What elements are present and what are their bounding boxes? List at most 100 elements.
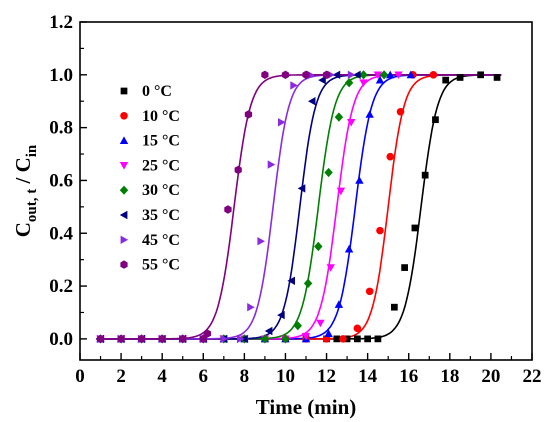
- data-point: [287, 276, 295, 285]
- data-point: [394, 71, 403, 79]
- data-point: [355, 176, 364, 184]
- data-point: [297, 184, 306, 193]
- data-point: [302, 70, 310, 79]
- data-point: [277, 310, 285, 320]
- x-tick-label: 14: [358, 366, 378, 387]
- data-point: [386, 152, 395, 161]
- data-point: [332, 70, 341, 79]
- data-points: [96, 70, 501, 344]
- x-tick-label: 8: [240, 366, 250, 387]
- y-tick-label: 0.2: [49, 276, 73, 297]
- data-point: [267, 160, 276, 169]
- data-point: [347, 119, 356, 127]
- data-point: [411, 224, 419, 232]
- legend-marker: [120, 87, 128, 95]
- legend-label: 25 °C: [142, 157, 180, 174]
- x-tick-label: 12: [317, 366, 336, 387]
- data-point: [290, 81, 298, 90]
- y-tick-label: 0.0: [49, 329, 73, 350]
- legend: 0 °C 10 °C 15 °C 25 °C 30 °C 35 °C 45 °C 55 °C: [119, 83, 180, 274]
- data-point: [344, 78, 354, 88]
- x-tick-label: 16: [399, 366, 418, 387]
- data-point: [354, 335, 361, 343]
- legend-label: 10 °C: [142, 108, 180, 125]
- data-point: [339, 335, 347, 343]
- data-point: [316, 319, 325, 328]
- y-tick-label: 0.8: [49, 118, 73, 139]
- legend-label: 35 °C: [142, 207, 180, 224]
- x-tick-label: 0: [75, 366, 85, 387]
- data-point: [421, 171, 429, 179]
- data-point: [322, 70, 331, 79]
- legend-label: 15 °C: [142, 133, 180, 150]
- legend-item: 55 °C: [120, 257, 180, 274]
- y-tick-label: 0.6: [49, 170, 73, 191]
- x-axis-title: Time (min): [256, 395, 357, 419]
- data-point: [374, 335, 382, 343]
- y-axis-title: Cout, t / Cin: [11, 144, 40, 237]
- legend-marker: [120, 235, 129, 244]
- data-point: [203, 329, 211, 338]
- data-point: [429, 71, 438, 79]
- data-point: [375, 75, 385, 84]
- x-tick-label: 6: [199, 366, 209, 387]
- x-tick-label: 10: [276, 366, 295, 387]
- legend-marker: [119, 162, 129, 170]
- legend-item: 10 °C: [120, 108, 180, 125]
- data-point: [343, 335, 351, 343]
- data-point: [260, 334, 270, 344]
- data-point: [324, 329, 333, 337]
- data-point: [220, 334, 228, 344]
- y-tick-label: 1.0: [49, 65, 73, 86]
- x-tick-label: 22: [523, 366, 542, 387]
- data-point: [117, 334, 125, 344]
- x-tick-label: 4: [157, 366, 167, 387]
- series-points: [96, 70, 389, 344]
- data-point: [401, 264, 408, 271]
- data-point: [324, 167, 333, 178]
- x-tick-label: 18: [440, 366, 459, 387]
- data-point: [158, 334, 166, 344]
- legend-label: 30 °C: [142, 182, 180, 199]
- data-point: [334, 112, 344, 122]
- legend-item: 45 °C: [120, 232, 180, 249]
- data-point: [336, 187, 346, 196]
- legend-item: 35 °C: [119, 207, 180, 224]
- data-point: [396, 108, 405, 116]
- x-tick-label: 2: [116, 366, 126, 387]
- data-point: [493, 74, 501, 81]
- data-point: [376, 226, 384, 235]
- data-point: [179, 334, 187, 344]
- data-point: [138, 334, 146, 344]
- data-point: [359, 70, 368, 80]
- data-point: [234, 165, 242, 175]
- data-point: [236, 334, 245, 344]
- data-point: [281, 70, 290, 79]
- legend-label: 0 °C: [142, 83, 172, 100]
- legend-marker: [119, 185, 129, 195]
- data-point: [281, 334, 290, 344]
- data-point: [365, 287, 374, 296]
- data-point: [303, 278, 313, 288]
- data-point: [308, 97, 316, 106]
- legend-item: 0 °C: [120, 83, 172, 100]
- x-axis: 0 2 4 6 8 10 12 14 16 18 20 22: [75, 353, 542, 387]
- data-point: [390, 303, 398, 311]
- legend-item: 25 °C: [119, 157, 180, 174]
- data-point: [96, 334, 105, 344]
- data-point: [314, 241, 323, 252]
- data-point: [261, 70, 269, 79]
- data-point: [365, 110, 374, 118]
- legend-label: 45 °C: [142, 232, 180, 249]
- legend-item: 15 °C: [119, 133, 180, 150]
- data-point: [373, 71, 383, 79]
- series-points: [96, 70, 331, 344]
- data-point: [257, 237, 265, 246]
- legend-marker: [119, 136, 129, 144]
- legend-label: 55 °C: [142, 257, 180, 274]
- data-point: [301, 332, 311, 341]
- data-point: [353, 70, 361, 79]
- data-point: [364, 335, 371, 343]
- data-point: [379, 70, 389, 80]
- data-point: [293, 321, 302, 331]
